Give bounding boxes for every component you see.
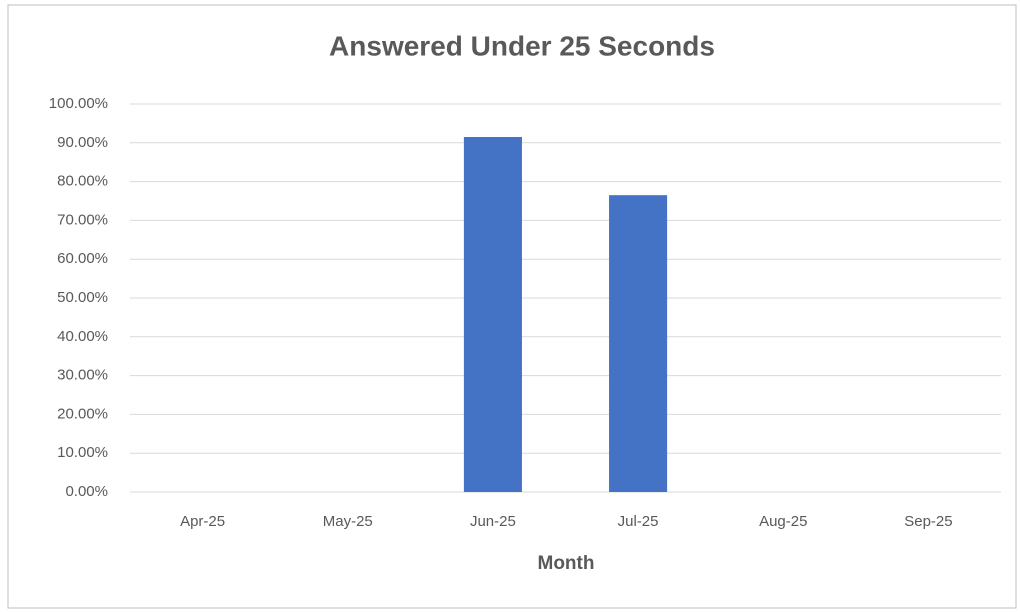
x-tick-label: Apr-25 [180,513,225,530]
x-axis-label: Month [538,553,595,574]
x-tick-label: May-25 [323,513,373,530]
x-tick-label: Jul-25 [618,513,659,530]
y-tick-label: 30.00% [57,367,108,384]
y-tick-label: 60.00% [57,250,108,267]
x-tick-label: Aug-25 [759,513,807,530]
y-tick-label: 90.00% [57,134,108,151]
y-tick-label: 100.00% [49,95,108,112]
y-tick-label: 50.00% [57,289,108,306]
y-tick-label: 20.00% [57,405,108,422]
bar [609,195,668,492]
chart-title: Answered Under 25 Seconds [329,30,715,61]
y-tick-label: 70.00% [57,211,108,228]
y-tick-label: 40.00% [57,328,108,345]
y-tick-label: 10.00% [57,444,108,461]
y-tick-label: 80.00% [57,173,108,190]
y-tick-label: 0.00% [65,483,108,500]
x-tick-label: Jun-25 [470,513,516,530]
bar [463,136,522,493]
x-tick-label: Sep-25 [904,513,952,530]
